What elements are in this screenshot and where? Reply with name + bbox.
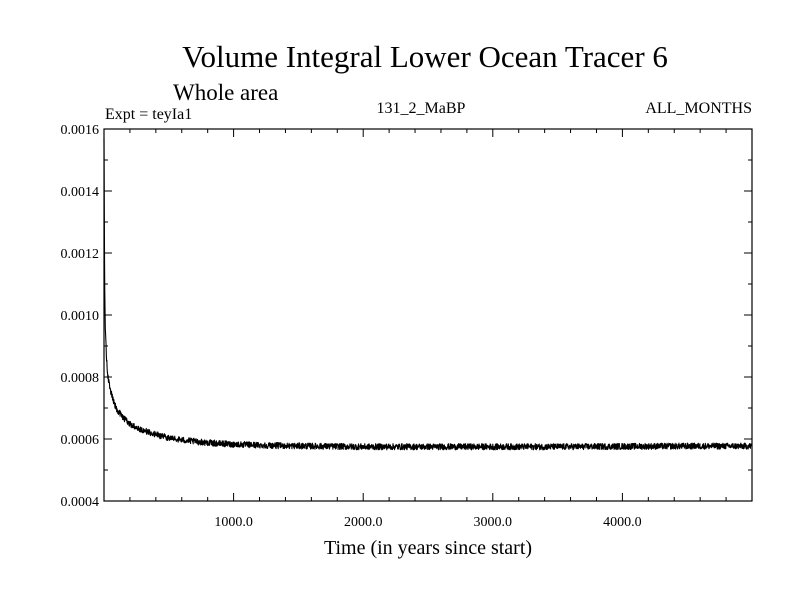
experiment-label: Expt = teyIa1	[105, 106, 192, 123]
y-tick-label: 0.0008	[61, 371, 100, 386]
chart-subtitle: Whole area	[173, 80, 278, 105]
y-tick-label: 0.0004	[61, 495, 100, 510]
months-label: ALL_MONTHS	[645, 100, 752, 117]
y-tick-label: 0.0012	[61, 247, 100, 262]
ticks-layer: 0.0004 0.0006 0.0008 0.0010 0.0012 0.0014 0.00…	[61, 123, 752, 530]
period-label: 131_2_MaBP	[377, 100, 466, 117]
y-tick-label: 0.0014	[61, 185, 100, 200]
plot-frame	[103, 128, 753, 502]
x-tick-label: 1000.0	[214, 515, 253, 530]
y-tick-label: 0.0010	[61, 309, 100, 324]
x-tick-label: 2000.0	[344, 515, 383, 530]
chart-title: Volume Integral Lower Ocean Tracer 6	[182, 39, 668, 74]
y-tick-label: 0.0006	[61, 433, 100, 448]
y-tick-label: 0.0016	[61, 123, 100, 138]
series-layer	[103, 138, 753, 451]
x-axis-label: Time (in years since start)	[324, 537, 532, 559]
x-tick-label: 3000.0	[474, 515, 513, 530]
series-line-0	[103, 138, 753, 451]
x-tick-label: 4000.0	[603, 515, 642, 530]
